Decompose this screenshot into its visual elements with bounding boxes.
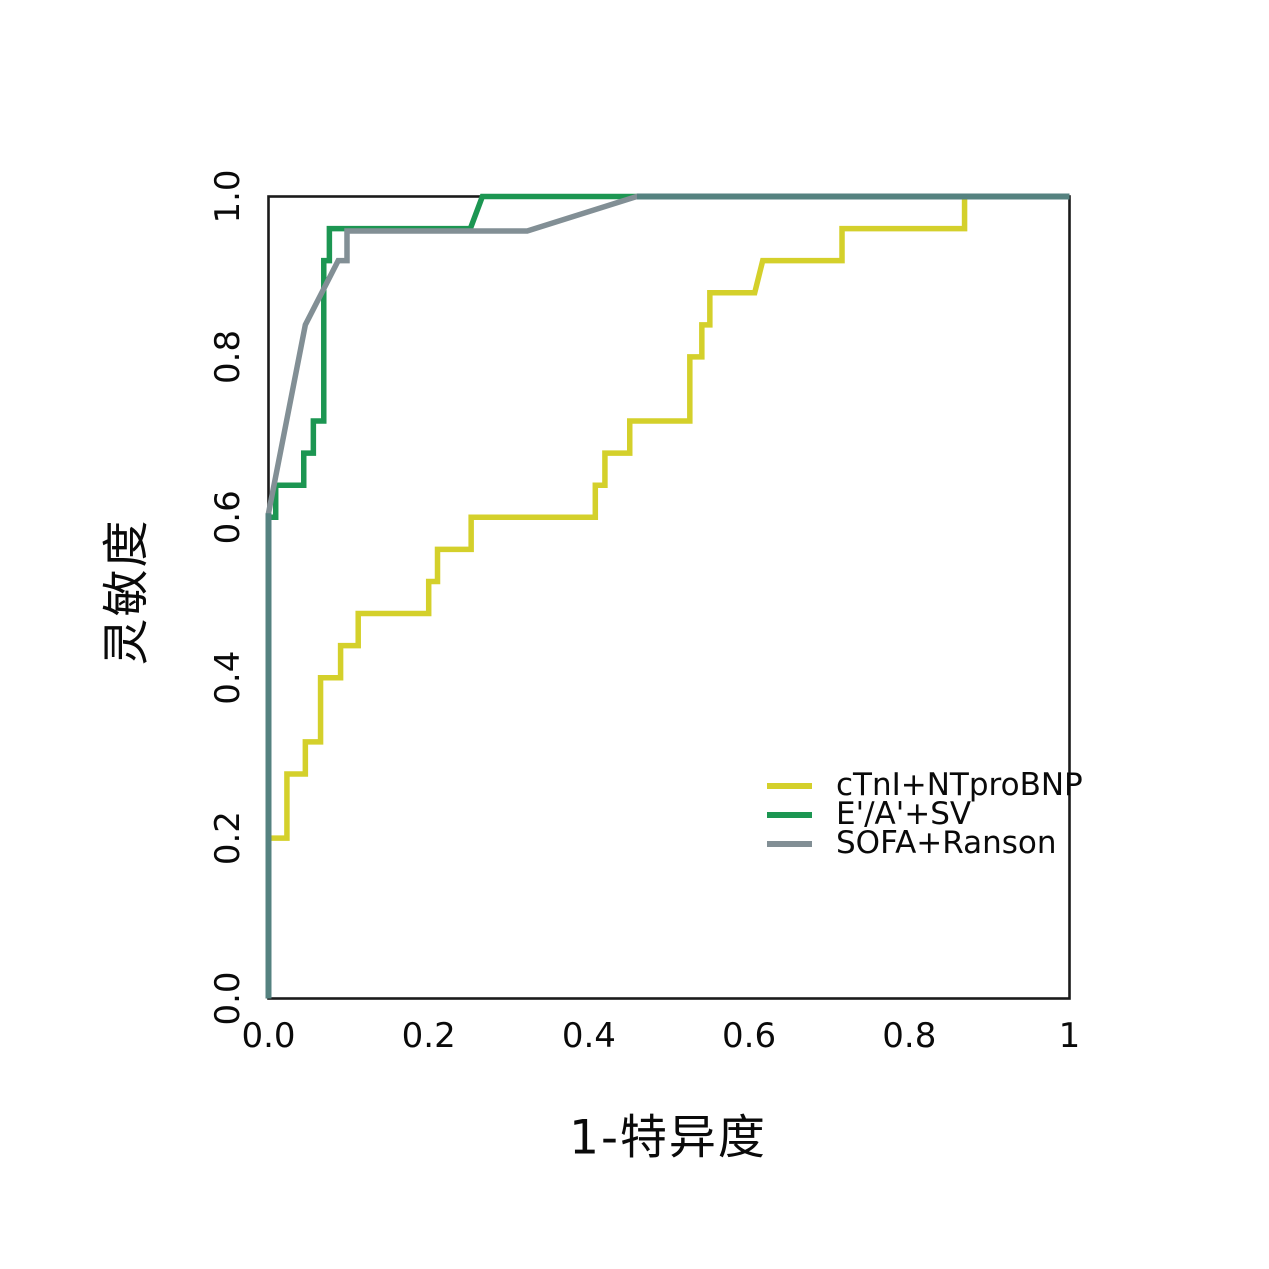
roc-curve-2 xyxy=(265,193,1070,999)
y-tick-label: 0.2 xyxy=(208,811,248,865)
legend-item-sofa-ranson: SOFA+Ranson xyxy=(767,825,1083,861)
x-tick-label: 0.2 xyxy=(402,1016,456,1056)
roc-curve-1 xyxy=(265,193,1070,999)
x-tick-label: 1 xyxy=(1059,1016,1081,1056)
y-tick-label: 0.4 xyxy=(208,651,248,705)
roc-curve-0 xyxy=(265,193,1070,999)
legend: cTnI+NTproBNP E'/A'+SV SOFA+Ranson xyxy=(767,767,1083,861)
x-tick-label: 0.8 xyxy=(882,1016,936,1056)
x-tick-label: 0.6 xyxy=(722,1016,776,1056)
y-tick-label: 0.6 xyxy=(208,490,248,544)
y-tick-label: 0.8 xyxy=(208,330,248,384)
x-tick-label: 0.4 xyxy=(562,1016,616,1056)
y-axis-label: 灵敏度 xyxy=(99,518,155,666)
legend-item-ea-sv: E'/A'+SV xyxy=(767,796,1083,832)
legend-label: E'/A'+SV xyxy=(836,796,972,832)
legend-line-yellow-icon xyxy=(767,782,812,789)
plot-box xyxy=(267,195,1071,1000)
y-tick-label: 1.0 xyxy=(208,169,248,223)
legend-line-green-icon xyxy=(767,811,812,818)
x-axis-label: 1-特异度 xyxy=(569,1110,767,1166)
y-tick-label: 0.0 xyxy=(208,971,248,1025)
legend-label: cTnI+NTproBNP xyxy=(836,767,1083,803)
legend-label: SOFA+Ranson xyxy=(836,825,1057,861)
x-tick-label: 0.0 xyxy=(241,1016,295,1056)
legend-item-ctni-ntprobnp: cTnI+NTproBNP xyxy=(767,767,1083,803)
legend-line-gray-icon xyxy=(767,840,812,847)
